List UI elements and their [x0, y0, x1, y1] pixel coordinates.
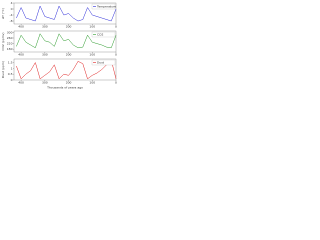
line: [16, 5, 117, 22]
legend-box: [91, 3, 116, 10]
x-tick-label: 0: [115, 81, 117, 85]
x-axis-label: Thousands of years ago: [46, 86, 83, 90]
y-tick-label: 1: [11, 66, 13, 70]
plot-frame: [13, 30, 117, 53]
plot-frame: [13, 2, 117, 25]
y-axis-label: Dust (ppm): [1, 61, 5, 78]
y-axis-label: CO2 (ppmv): [1, 32, 5, 50]
x-tick-label: 400: [18, 25, 24, 29]
y-tick-label: 1.5: [8, 61, 13, 65]
x-tick-label: 300: [42, 25, 48, 29]
legend-label: CO2: [97, 33, 103, 37]
x-tick-label: 400: [18, 53, 24, 57]
legend-box: [91, 59, 116, 66]
y-tick-label: -4: [10, 13, 13, 17]
line: [16, 59, 117, 80]
x-tick-label: 100: [89, 25, 95, 29]
y-tick-label: 0: [11, 7, 13, 11]
x-tick-label: 0: [115, 53, 117, 57]
legend-box: [91, 31, 116, 38]
x-tick-label: 100: [89, 81, 95, 85]
x-tick-label: 200: [66, 81, 72, 85]
y-tick-label: 220: [7, 42, 13, 46]
line: [16, 33, 117, 49]
x-tick-label: 200: [66, 25, 72, 29]
y-tick-label: 0: [11, 78, 13, 82]
legend-label: Temperature: [96, 5, 116, 9]
plot-frame: [13, 58, 117, 81]
y-tick-label: 4: [11, 1, 13, 5]
y-tick-label: 260: [7, 36, 13, 40]
legend-label: Dust: [97, 61, 105, 65]
x-tick-label: 200: [66, 53, 72, 57]
y-axis-label: ΔT (°C): [1, 8, 5, 19]
y-tick-label: 300: [7, 30, 13, 34]
y-tick-label: 0.5: [8, 72, 13, 76]
x-tick-label: 100: [89, 53, 95, 57]
x-tick-label: 300: [42, 81, 48, 85]
x-tick-label: 400: [18, 81, 24, 85]
y-tick-label: -8: [10, 19, 13, 23]
x-tick-label: 300: [42, 53, 48, 57]
y-tick-label: 180: [7, 47, 13, 51]
x-tick-label: 0: [115, 25, 117, 29]
